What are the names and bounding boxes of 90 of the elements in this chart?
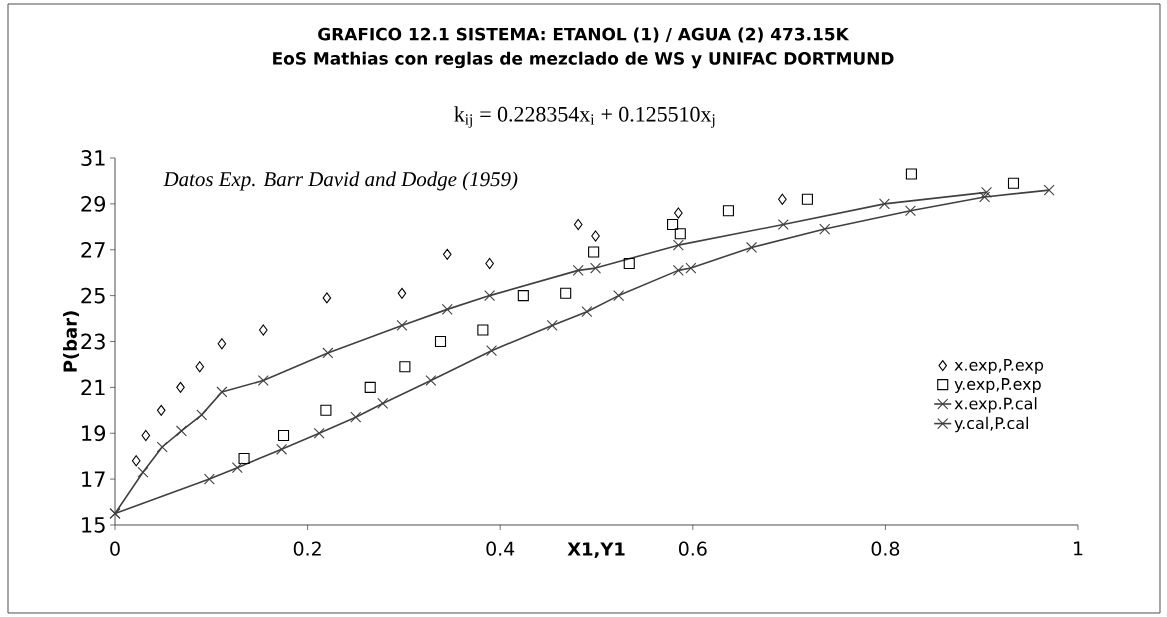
y-tick-label: 25 (81, 287, 105, 304)
point (573, 218, 583, 231)
point (396, 319, 408, 331)
point (322, 292, 332, 304)
point (778, 193, 787, 205)
y-axis-title: P(bar) (63, 311, 80, 372)
point (276, 443, 288, 455)
point (685, 262, 697, 274)
point (320, 404, 332, 416)
point (904, 205, 916, 217)
point (397, 287, 407, 299)
point (259, 324, 268, 336)
point (572, 264, 584, 276)
point (156, 404, 166, 416)
point (350, 411, 362, 423)
point (722, 205, 734, 217)
point (477, 324, 489, 336)
point (217, 338, 227, 350)
point (425, 374, 437, 386)
point (1043, 184, 1055, 196)
point (277, 429, 290, 442)
x-tick-label: 0.8 (871, 541, 900, 556)
point (399, 361, 411, 373)
point (590, 262, 602, 274)
point (981, 186, 993, 198)
point (672, 264, 684, 276)
point (672, 239, 684, 251)
point (175, 425, 187, 437)
point (591, 230, 600, 242)
point (674, 207, 683, 219)
chart-subtitle: EoS Mathias con reglas de mezclado de WS y UNIFAC DORTMUND (273, 51, 894, 69)
point (364, 381, 376, 393)
point (560, 287, 572, 299)
point (441, 303, 453, 315)
x-tick-label: 0.6 (679, 541, 707, 556)
y-tick-label: 17 (82, 471, 105, 487)
x-tick-label: 0.4 (486, 541, 515, 556)
point (176, 381, 185, 393)
point (1007, 177, 1020, 189)
chart-title: GRAFICO 12.1 SISTEMA: ETANOL (1) / AGUA (2) 473.15K (318, 27, 850, 43)
point (313, 427, 325, 439)
x-tick-label: 1 (1074, 541, 1083, 556)
point (156, 441, 168, 453)
point (486, 345, 498, 357)
y-tick-label: 19 (82, 425, 106, 442)
y-tick-label: 23 (81, 333, 105, 350)
y-tick-label: 27 (81, 241, 105, 258)
point (581, 306, 593, 318)
legend-label: y.exp,P.exp (954, 378, 1041, 394)
x-tick-label: 0.2 (293, 541, 321, 556)
point (131, 455, 141, 467)
point (141, 429, 151, 442)
point (216, 386, 228, 398)
point (878, 198, 890, 210)
point (238, 452, 250, 465)
point (377, 397, 389, 409)
point (322, 347, 334, 359)
point (195, 361, 205, 373)
point (674, 228, 686, 240)
point (667, 218, 679, 231)
x-tick-label: 0 (110, 541, 120, 556)
point (434, 335, 447, 348)
point (546, 319, 558, 331)
point (777, 219, 789, 230)
point (801, 193, 813, 205)
annotation: Datos Exp. Barr David and Dodge (1959) (163, 171, 518, 191)
y-tick-label: 29 (81, 195, 106, 212)
point (137, 466, 149, 478)
y-tick-label: 31 (81, 150, 105, 166)
legend-label: y.cal,P.cal (954, 416, 1028, 433)
text: k$_{ij}$ = 0.228354x$_{i}$ + 0.125510x$_{j}$ (454, 106, 715, 128)
point (905, 168, 917, 180)
y-tick-label: 15 (82, 517, 105, 533)
point (257, 374, 269, 386)
point (746, 241, 758, 253)
point (196, 409, 208, 421)
x-axis-title: X1,Y1 (567, 542, 625, 559)
point (588, 246, 600, 258)
point (979, 191, 991, 203)
point (203, 473, 215, 485)
point (623, 257, 635, 270)
point (517, 290, 529, 302)
y-tick-label: 21 (81, 379, 105, 396)
legend-label: x.exp,P.exp (954, 359, 1044, 374)
legend-label: x.exp.P.cal (954, 397, 1037, 413)
point (613, 290, 625, 302)
point (819, 223, 831, 235)
point (484, 290, 496, 302)
point (231, 462, 243, 474)
point (442, 248, 452, 260)
